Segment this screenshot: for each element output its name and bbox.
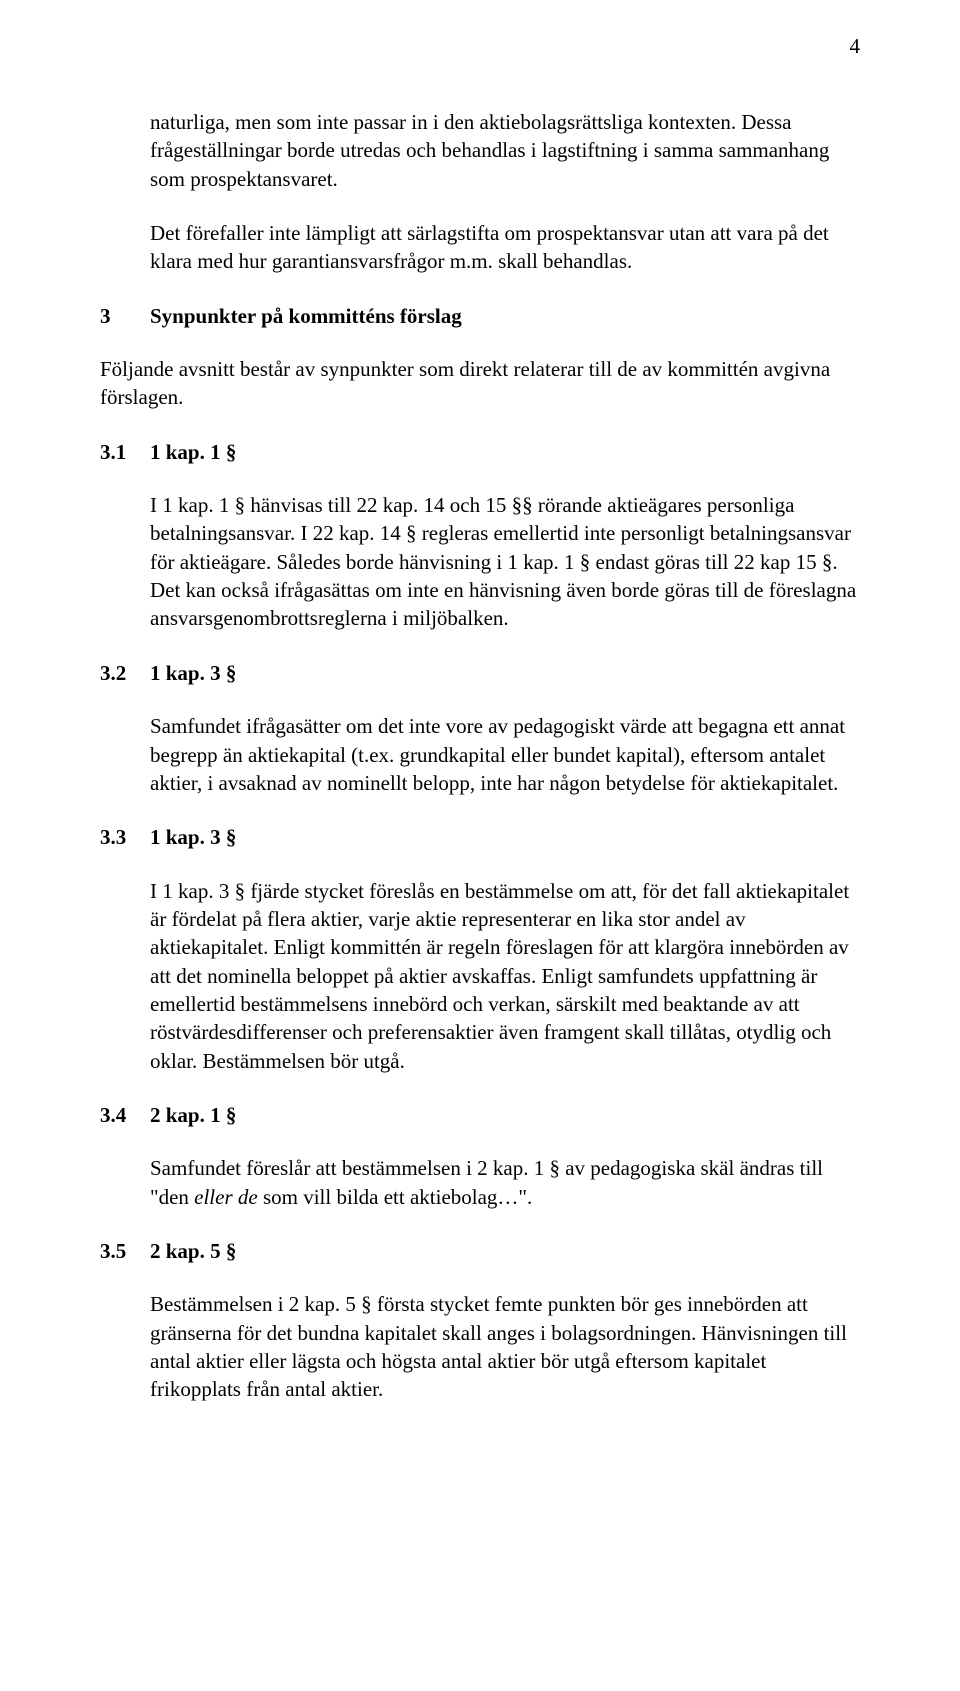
section-3-1-heading: 3.1 1 kap. 1 §: [100, 438, 860, 466]
section-title: Synpunkter på kommitténs förslag: [150, 302, 462, 330]
document-content: naturliga, men som inte passar in i den …: [100, 108, 860, 1404]
section-number: 3.5: [100, 1237, 150, 1265]
section-3-3-body: I 1 kap. 3 § fjärde stycket föreslås en …: [150, 877, 860, 1075]
section-number: 3: [100, 302, 150, 330]
section-3-4-heading: 3.4 2 kap. 1 §: [100, 1101, 860, 1129]
text-italic: eller de: [194, 1185, 258, 1209]
section-3-heading: 3 Synpunkter på kommitténs förslag: [100, 302, 860, 330]
section-3-5-heading: 3.5 2 kap. 5 §: [100, 1237, 860, 1265]
page-number: 4: [850, 32, 861, 60]
section-number: 3.1: [100, 438, 150, 466]
section-title: 1 kap. 3 §: [150, 659, 236, 687]
section-title: 1 kap. 1 §: [150, 438, 236, 466]
section-title: 2 kap. 5 §: [150, 1237, 236, 1265]
section-3-2-heading: 3.2 1 kap. 3 §: [100, 659, 860, 687]
section-number: 3.2: [100, 659, 150, 687]
paragraph-intro-1: naturliga, men som inte passar in i den …: [150, 108, 860, 193]
section-3-2-body: Samfundet ifrågasätter om det inte vore …: [150, 712, 860, 797]
section-title: 2 kap. 1 §: [150, 1101, 236, 1129]
section-3-intro: Följande avsnitt består av synpunkter so…: [100, 355, 860, 412]
text-after: som vill bilda ett aktiebolag…".: [258, 1185, 533, 1209]
section-3-5-body: Bestämmelsen i 2 kap. 5 § första stycket…: [150, 1290, 860, 1403]
section-title: 1 kap. 3 §: [150, 823, 236, 851]
section-number: 3.4: [100, 1101, 150, 1129]
section-3-3-heading: 3.3 1 kap. 3 §: [100, 823, 860, 851]
section-3-4-body: Samfundet föreslår att bestämmelsen i 2 …: [150, 1154, 860, 1211]
section-3-1-body: I 1 kap. 1 § hänvisas till 22 kap. 14 oc…: [150, 491, 860, 633]
section-number: 3.3: [100, 823, 150, 851]
paragraph-intro-2: Det förefaller inte lämpligt att särlags…: [150, 219, 860, 276]
